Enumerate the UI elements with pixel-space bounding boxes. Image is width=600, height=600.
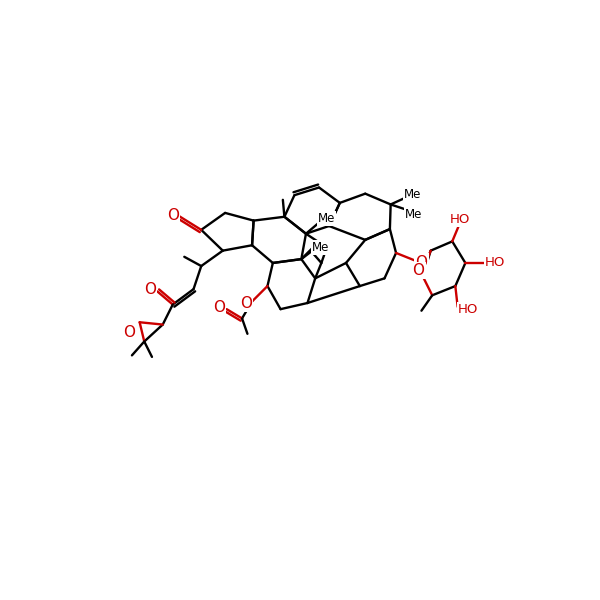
Text: O: O: [143, 281, 155, 296]
Text: O: O: [123, 325, 135, 340]
Text: O: O: [213, 300, 225, 315]
Text: Me: Me: [404, 188, 421, 201]
Text: HO: HO: [450, 212, 470, 226]
Text: O: O: [167, 208, 179, 223]
Text: O: O: [412, 263, 424, 278]
Text: Me: Me: [318, 212, 335, 225]
Text: HO: HO: [458, 304, 479, 316]
Text: Me: Me: [312, 241, 329, 254]
Text: HO: HO: [485, 256, 506, 269]
Text: O: O: [415, 254, 427, 269]
Text: Me: Me: [405, 208, 422, 221]
Text: O: O: [240, 295, 252, 311]
